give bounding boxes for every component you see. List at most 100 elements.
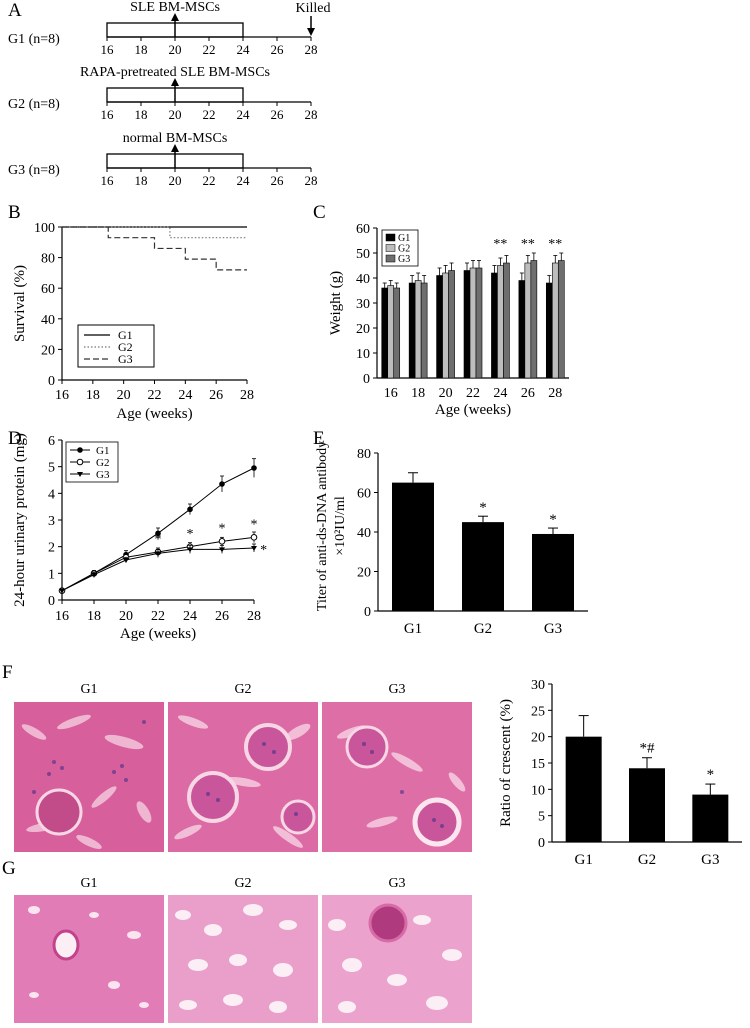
lung-label-g2: G2	[234, 876, 252, 891]
panel-letter-e: E	[313, 428, 325, 449]
group-label: G1 (n=8)	[8, 32, 60, 47]
x-tick-label: 20	[119, 609, 133, 624]
weight-bar-g1	[381, 287, 389, 379]
x-tick-label: 28	[240, 388, 254, 403]
y-tick-label: 80	[41, 252, 55, 267]
timeline-tick-label: 18	[135, 42, 148, 57]
data-point	[155, 530, 161, 537]
y-tick-label: 0	[364, 605, 371, 620]
x-tick-label: 18	[411, 386, 425, 401]
timeline-tick-label: 24	[237, 42, 251, 57]
legend-label: G3	[96, 469, 110, 481]
lung-label-g1: G1	[80, 876, 98, 891]
weight-bar-g2	[497, 265, 504, 379]
timeline-tick-label: 16	[101, 173, 115, 188]
legend-label: G1	[96, 445, 109, 457]
crescent-bar-g3	[692, 794, 729, 842]
weight-bar-g3	[530, 260, 538, 379]
x-tick-label: 26	[521, 386, 535, 401]
timeline-tick-label: 24	[237, 173, 251, 188]
y-tick-label: 0	[363, 372, 370, 387]
x-tick-label: 24	[183, 609, 197, 624]
timeline-tick-label: 28	[305, 173, 318, 188]
lung-micrograph-g2	[168, 895, 318, 1023]
y-tick-label: 50	[356, 247, 370, 262]
y-tick-label: 20	[41, 343, 55, 358]
significance-mark: *	[479, 500, 487, 516]
x-tick-label: 16	[55, 609, 69, 624]
y-tick-label: 10	[356, 347, 370, 362]
kidney-tissue-image	[322, 702, 472, 852]
legend-label: G3	[118, 352, 133, 366]
data-point	[251, 465, 257, 471]
timeline-tick-label: 16	[101, 107, 115, 122]
treatment-timeline: G1 (n=8) 16 18 20 22 24 26 28 SLE BM-MSCs G2 (n=8…	[8, 0, 331, 188]
y-tick-label: 4	[48, 487, 55, 502]
y-tick-label: 60	[41, 282, 55, 297]
data-point	[251, 546, 257, 551]
x-tick-label: G1	[574, 852, 592, 868]
y-tick-label: 60	[356, 222, 370, 237]
legend-box	[77, 324, 155, 368]
timeline-tick-label: 28	[305, 107, 318, 122]
panel-letter-c: C	[313, 202, 326, 223]
significance-mark: **	[521, 237, 535, 252]
x-tick-label: G3	[701, 852, 719, 868]
significance-mark: *	[260, 543, 267, 558]
injection-arrowhead	[171, 13, 179, 21]
data-point	[219, 547, 225, 553]
y-tick-label: 40	[356, 272, 370, 287]
y-tick-label: 0	[48, 594, 55, 609]
legend-label: G2	[96, 457, 109, 469]
urinary-protein-chart: 0 1 2 3 4 5 6 16 18 20 22 24 26 28 Age (weeks) 24-hour …	[12, 433, 267, 642]
injection-arrowhead	[171, 78, 179, 86]
x-tick-label: 18	[86, 388, 100, 403]
weight-bar-g3	[557, 260, 565, 379]
crescent-bar-g2	[629, 768, 665, 842]
data-point	[77, 472, 83, 477]
kidney-label-g3: G3	[388, 682, 406, 697]
data-point	[187, 506, 193, 513]
significance-mark: **	[548, 237, 562, 252]
weight-bar-g3	[475, 267, 483, 379]
titer-bar-g3	[532, 533, 574, 611]
kidney-label-g2: G2	[234, 682, 252, 697]
survival-chart: 0 20 40 60 80 100 16 18 20 22 24 26 28 Age (weeks) Sur…	[12, 221, 254, 422]
x-tick-label: 22	[151, 609, 165, 624]
y-tick-label: 15	[531, 757, 545, 772]
weight-bar-g2	[469, 267, 477, 379]
kidney-label-g1: G1	[80, 682, 98, 697]
timeline-tick-label: 20	[169, 173, 182, 188]
killed-label: Killed	[296, 1, 331, 16]
weight-bar-g2	[551, 262, 559, 379]
panel-letter-f: F	[2, 662, 13, 683]
data-point	[123, 558, 129, 563]
y-tick-label: 5	[538, 810, 545, 825]
y-tick-label: 30	[356, 297, 370, 312]
timeline-tick-label: 26	[271, 42, 285, 57]
x-tick-label: 18	[87, 609, 101, 624]
weight-bar-g2	[524, 262, 532, 379]
y-axis-unit-label: ×10²IU/ml	[333, 496, 348, 556]
legend-swatch	[385, 244, 396, 252]
panel-letter-d: D	[8, 428, 22, 449]
data-point	[187, 547, 193, 553]
y-tick-label: 3	[48, 514, 55, 529]
data-point	[76, 458, 84, 466]
anti-dsdna-chart: 0 20 40 60 80 G1 G2 * G3 * Titer of anti-ds-DNA an…	[315, 441, 588, 637]
lung-tissue-image	[14, 895, 164, 1023]
legend-label: G1	[118, 328, 133, 342]
data-point	[219, 481, 225, 487]
significance-mark: *	[707, 767, 715, 783]
lung-micrograph-g1	[14, 895, 164, 1023]
legend-label: G1	[398, 233, 410, 244]
timeline-tick-label: 22	[203, 173, 216, 188]
weight-bar-g1	[463, 270, 471, 379]
y-axis-label: Survival (%)	[12, 265, 28, 342]
data-point	[155, 551, 161, 557]
legend-swatch	[385, 254, 396, 263]
x-tick-label: 20	[439, 386, 453, 401]
weight-bar-g3	[420, 282, 428, 379]
panel-letter-g: G	[2, 858, 16, 879]
x-tick-label: 16	[384, 386, 398, 401]
